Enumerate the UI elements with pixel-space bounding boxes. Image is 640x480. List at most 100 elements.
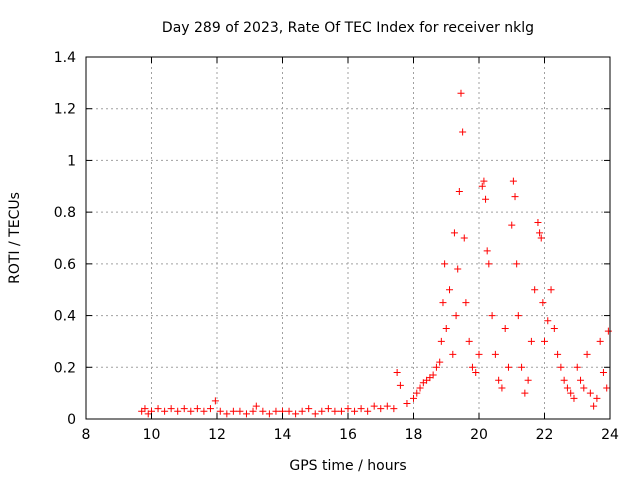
data-point xyxy=(459,128,467,136)
data-point xyxy=(488,312,496,320)
data-point xyxy=(229,407,237,415)
data-point xyxy=(174,407,182,415)
x-tick-label: 18 xyxy=(405,427,423,443)
data-point xyxy=(180,405,188,413)
data-point xyxy=(318,407,326,415)
data-point xyxy=(550,325,558,332)
data-point xyxy=(396,381,404,389)
data-point xyxy=(482,195,490,203)
y-tick-label: 0.2 xyxy=(54,360,76,376)
data-point xyxy=(206,405,214,413)
y-tick-label: 1 xyxy=(67,153,76,169)
data-point xyxy=(187,407,195,415)
x-tick-label: 20 xyxy=(470,427,488,443)
data-point xyxy=(504,363,512,371)
data-point xyxy=(437,337,445,345)
data-point xyxy=(518,363,526,371)
data-point xyxy=(403,399,411,407)
data-point xyxy=(541,337,548,345)
data-point xyxy=(311,410,319,418)
data-point xyxy=(583,350,591,358)
data-point xyxy=(410,394,417,402)
data-point xyxy=(495,376,503,384)
data-point xyxy=(337,407,345,415)
data-point xyxy=(167,405,175,413)
data-point xyxy=(513,260,521,268)
data-point xyxy=(364,407,372,415)
data-point xyxy=(462,299,470,307)
data-point xyxy=(413,389,421,397)
data-point xyxy=(259,407,267,415)
data-point xyxy=(580,384,588,392)
data-point xyxy=(563,384,571,392)
data-point xyxy=(590,402,598,410)
data-point xyxy=(429,371,437,379)
data-point xyxy=(465,337,473,345)
data-point xyxy=(331,407,339,415)
y-tick-label: 0 xyxy=(67,412,76,428)
data-point xyxy=(509,177,517,185)
data-point xyxy=(557,363,565,371)
y-tick-label: 0.8 xyxy=(54,205,76,221)
data-point xyxy=(252,402,260,410)
data-point xyxy=(383,402,391,410)
data-point xyxy=(351,407,359,415)
data-point xyxy=(460,234,468,242)
data-point xyxy=(544,317,552,325)
data-point xyxy=(475,350,483,358)
data-point xyxy=(449,350,457,358)
x-tick-label: 8 xyxy=(82,427,91,443)
data-point xyxy=(161,407,169,415)
x-tick-label: 24 xyxy=(601,427,619,443)
data-point xyxy=(534,218,542,226)
x-tick-label: 16 xyxy=(339,427,357,443)
x-tick-label: 12 xyxy=(208,427,226,443)
data-point xyxy=(432,363,440,371)
data-point xyxy=(446,286,454,294)
data-point xyxy=(454,265,462,273)
data-point xyxy=(483,247,491,255)
grid-lines xyxy=(86,57,610,419)
x-tick-label: 14 xyxy=(274,427,292,443)
data-point xyxy=(554,350,562,358)
data-point xyxy=(154,405,162,413)
data-point xyxy=(508,221,516,229)
data-point xyxy=(596,337,604,345)
data-point xyxy=(285,407,293,415)
data-point xyxy=(531,286,539,294)
y-tick-label: 0.6 xyxy=(54,257,76,273)
data-point xyxy=(480,177,488,185)
data-point xyxy=(249,407,257,415)
data-point xyxy=(452,312,460,320)
axis-ticks: 8 10 12 14 16 18 20 22 24 0 0.2 0.4 0.6 0.8 1 1.2 1.4 xyxy=(54,50,619,443)
data-point xyxy=(593,394,601,402)
data-point xyxy=(441,260,449,268)
data-point xyxy=(511,193,519,201)
data-point xyxy=(436,358,444,366)
data-point xyxy=(527,337,535,345)
data-point xyxy=(524,376,532,384)
data-point xyxy=(211,397,219,405)
data-point xyxy=(547,286,555,294)
data-point xyxy=(536,229,544,237)
data-point xyxy=(501,325,509,332)
data-point xyxy=(272,407,280,415)
data-point xyxy=(344,405,352,413)
chart-title: Day 289 of 2023, Rate Of TEC Index for r… xyxy=(162,20,534,36)
data-point xyxy=(370,402,378,410)
x-tick-label: 10 xyxy=(143,427,161,443)
data-point xyxy=(586,389,594,397)
y-axis-label: ROTI / TECUs xyxy=(7,192,23,284)
data-point xyxy=(265,410,273,418)
x-axis-label: GPS time / hours xyxy=(289,458,406,474)
data-point xyxy=(478,182,486,190)
data-point xyxy=(577,376,585,384)
data-point xyxy=(305,405,313,413)
data-point xyxy=(457,89,465,97)
data-point xyxy=(393,368,401,376)
data-point xyxy=(216,407,224,415)
data-point xyxy=(491,350,499,358)
data-point xyxy=(141,405,149,413)
data-point xyxy=(200,407,208,415)
x-tick-label: 22 xyxy=(536,427,554,443)
